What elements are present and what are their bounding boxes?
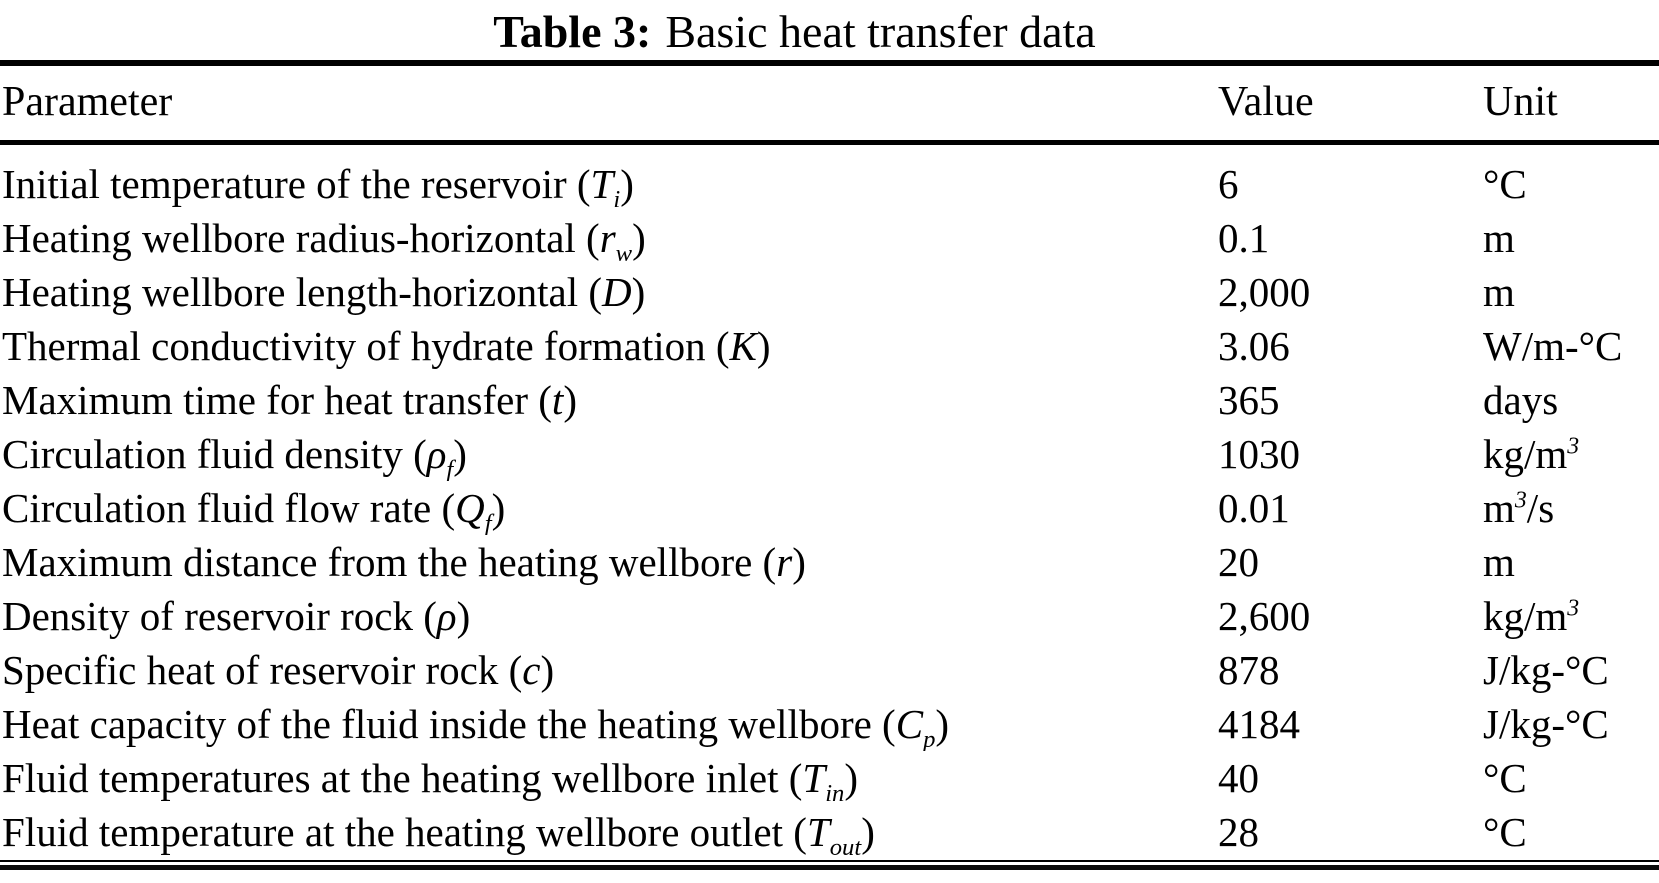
value-cell: 40	[1218, 755, 1259, 801]
parameter-cell: Heating wellbore radius-horizontal (rw)	[2, 215, 646, 265]
value-cell: 1030	[1218, 431, 1300, 477]
table-row: Fluid temperature at the heating wellbor…	[0, 805, 1659, 859]
parameter-cell: Heat capacity of the fluid inside the he…	[2, 701, 950, 751]
unit-cell: °C	[1483, 809, 1527, 855]
parameter-cell: Maximum distance from the heating wellbo…	[2, 539, 806, 585]
table-row: Fluid temperatures at the heating wellbo…	[0, 751, 1659, 805]
table-row: Heat capacity of the fluid inside the he…	[0, 697, 1659, 751]
column-header-unit: Unit	[1483, 63, 1659, 145]
unit-cell: m	[1483, 215, 1515, 261]
unit-cell: °C	[1483, 755, 1527, 801]
table-row: Maximum time for heat transfer (t) 365 day…	[0, 373, 1659, 427]
unit-cell: °C	[1483, 161, 1527, 207]
table-bottom-rule	[0, 860, 1659, 870]
table-caption-label: Table 3:	[493, 6, 652, 57]
value-cell: 28	[1218, 809, 1259, 855]
table-row: Heating wellbore radius-horizontal (rw) 0…	[0, 211, 1659, 265]
unit-cell: kg/m3	[1483, 431, 1580, 477]
value-cell: 0.01	[1218, 485, 1290, 531]
table-caption: Table 3: Basic heat transfer data	[0, 0, 1659, 60]
parameter-cell: Density of reservoir rock (ρ)	[2, 593, 471, 639]
column-header-parameter: Parameter	[0, 63, 1218, 145]
table-row: Thermal conductivity of hydrate formatio…	[0, 319, 1659, 373]
unit-cell: W/m-°C	[1483, 323, 1623, 369]
value-cell: 20	[1218, 539, 1259, 585]
table-row: Specific heat of reservoir rock (c) 878 J/…	[0, 643, 1659, 697]
table-row: Density of reservoir rock (ρ) 2,600 kg/m3	[0, 589, 1659, 643]
parameter-cell: Circulation fluid density (ρf)	[2, 431, 467, 481]
value-cell: 3.06	[1218, 323, 1290, 369]
table-row: Maximum distance from the heating wellbo…	[0, 535, 1659, 589]
unit-cell: J/kg-°C	[1483, 647, 1609, 693]
parameter-cell: Initial temperature of the reservoir (Ti…	[2, 161, 634, 211]
table-row: Circulation fluid density (ρf) 1030 kg/m3	[0, 427, 1659, 481]
unit-cell: days	[1483, 377, 1559, 423]
table-row: Heating wellbore length-horizontal (D) 2,…	[0, 265, 1659, 319]
parameter-cell: Fluid temperatures at the heating wellbo…	[2, 755, 858, 805]
value-cell: 6	[1218, 161, 1239, 207]
heat-transfer-data-table: Parameter Value Unit Initial temperature…	[0, 60, 1659, 859]
value-cell: 2,000	[1218, 269, 1311, 315]
parameter-cell: Thermal conductivity of hydrate formatio…	[2, 323, 771, 369]
value-cell: 4184	[1218, 701, 1300, 747]
table-row: Initial temperature of the reservoir (Ti…	[0, 143, 1659, 211]
unit-cell: m	[1483, 269, 1515, 315]
unit-cell: J/kg-°C	[1483, 701, 1609, 747]
parameter-cell: Fluid temperature at the heating wellbor…	[2, 809, 875, 859]
parameter-cell: Maximum time for heat transfer (t)	[2, 377, 577, 423]
parameter-cell: Heating wellbore length-horizontal (D)	[2, 269, 646, 315]
value-cell: 365	[1218, 377, 1280, 423]
column-header-value: Value	[1218, 63, 1483, 145]
table-caption-text: Basic heat transfer data	[665, 6, 1096, 57]
parameter-cell: Circulation fluid flow rate (Qf)	[2, 485, 506, 535]
unit-cell: m	[1483, 539, 1515, 585]
value-cell: 0.1	[1218, 215, 1270, 261]
unit-cell: kg/m3	[1483, 593, 1580, 639]
value-cell: 878	[1218, 647, 1280, 693]
parameter-cell: Specific heat of reservoir rock (c)	[2, 647, 555, 693]
table-header-row: Parameter Value Unit	[0, 63, 1659, 145]
unit-cell: m3/s	[1483, 485, 1555, 531]
value-cell: 2,600	[1218, 593, 1311, 639]
table-row: Circulation fluid flow rate (Qf) 0.01 m3/s	[0, 481, 1659, 535]
